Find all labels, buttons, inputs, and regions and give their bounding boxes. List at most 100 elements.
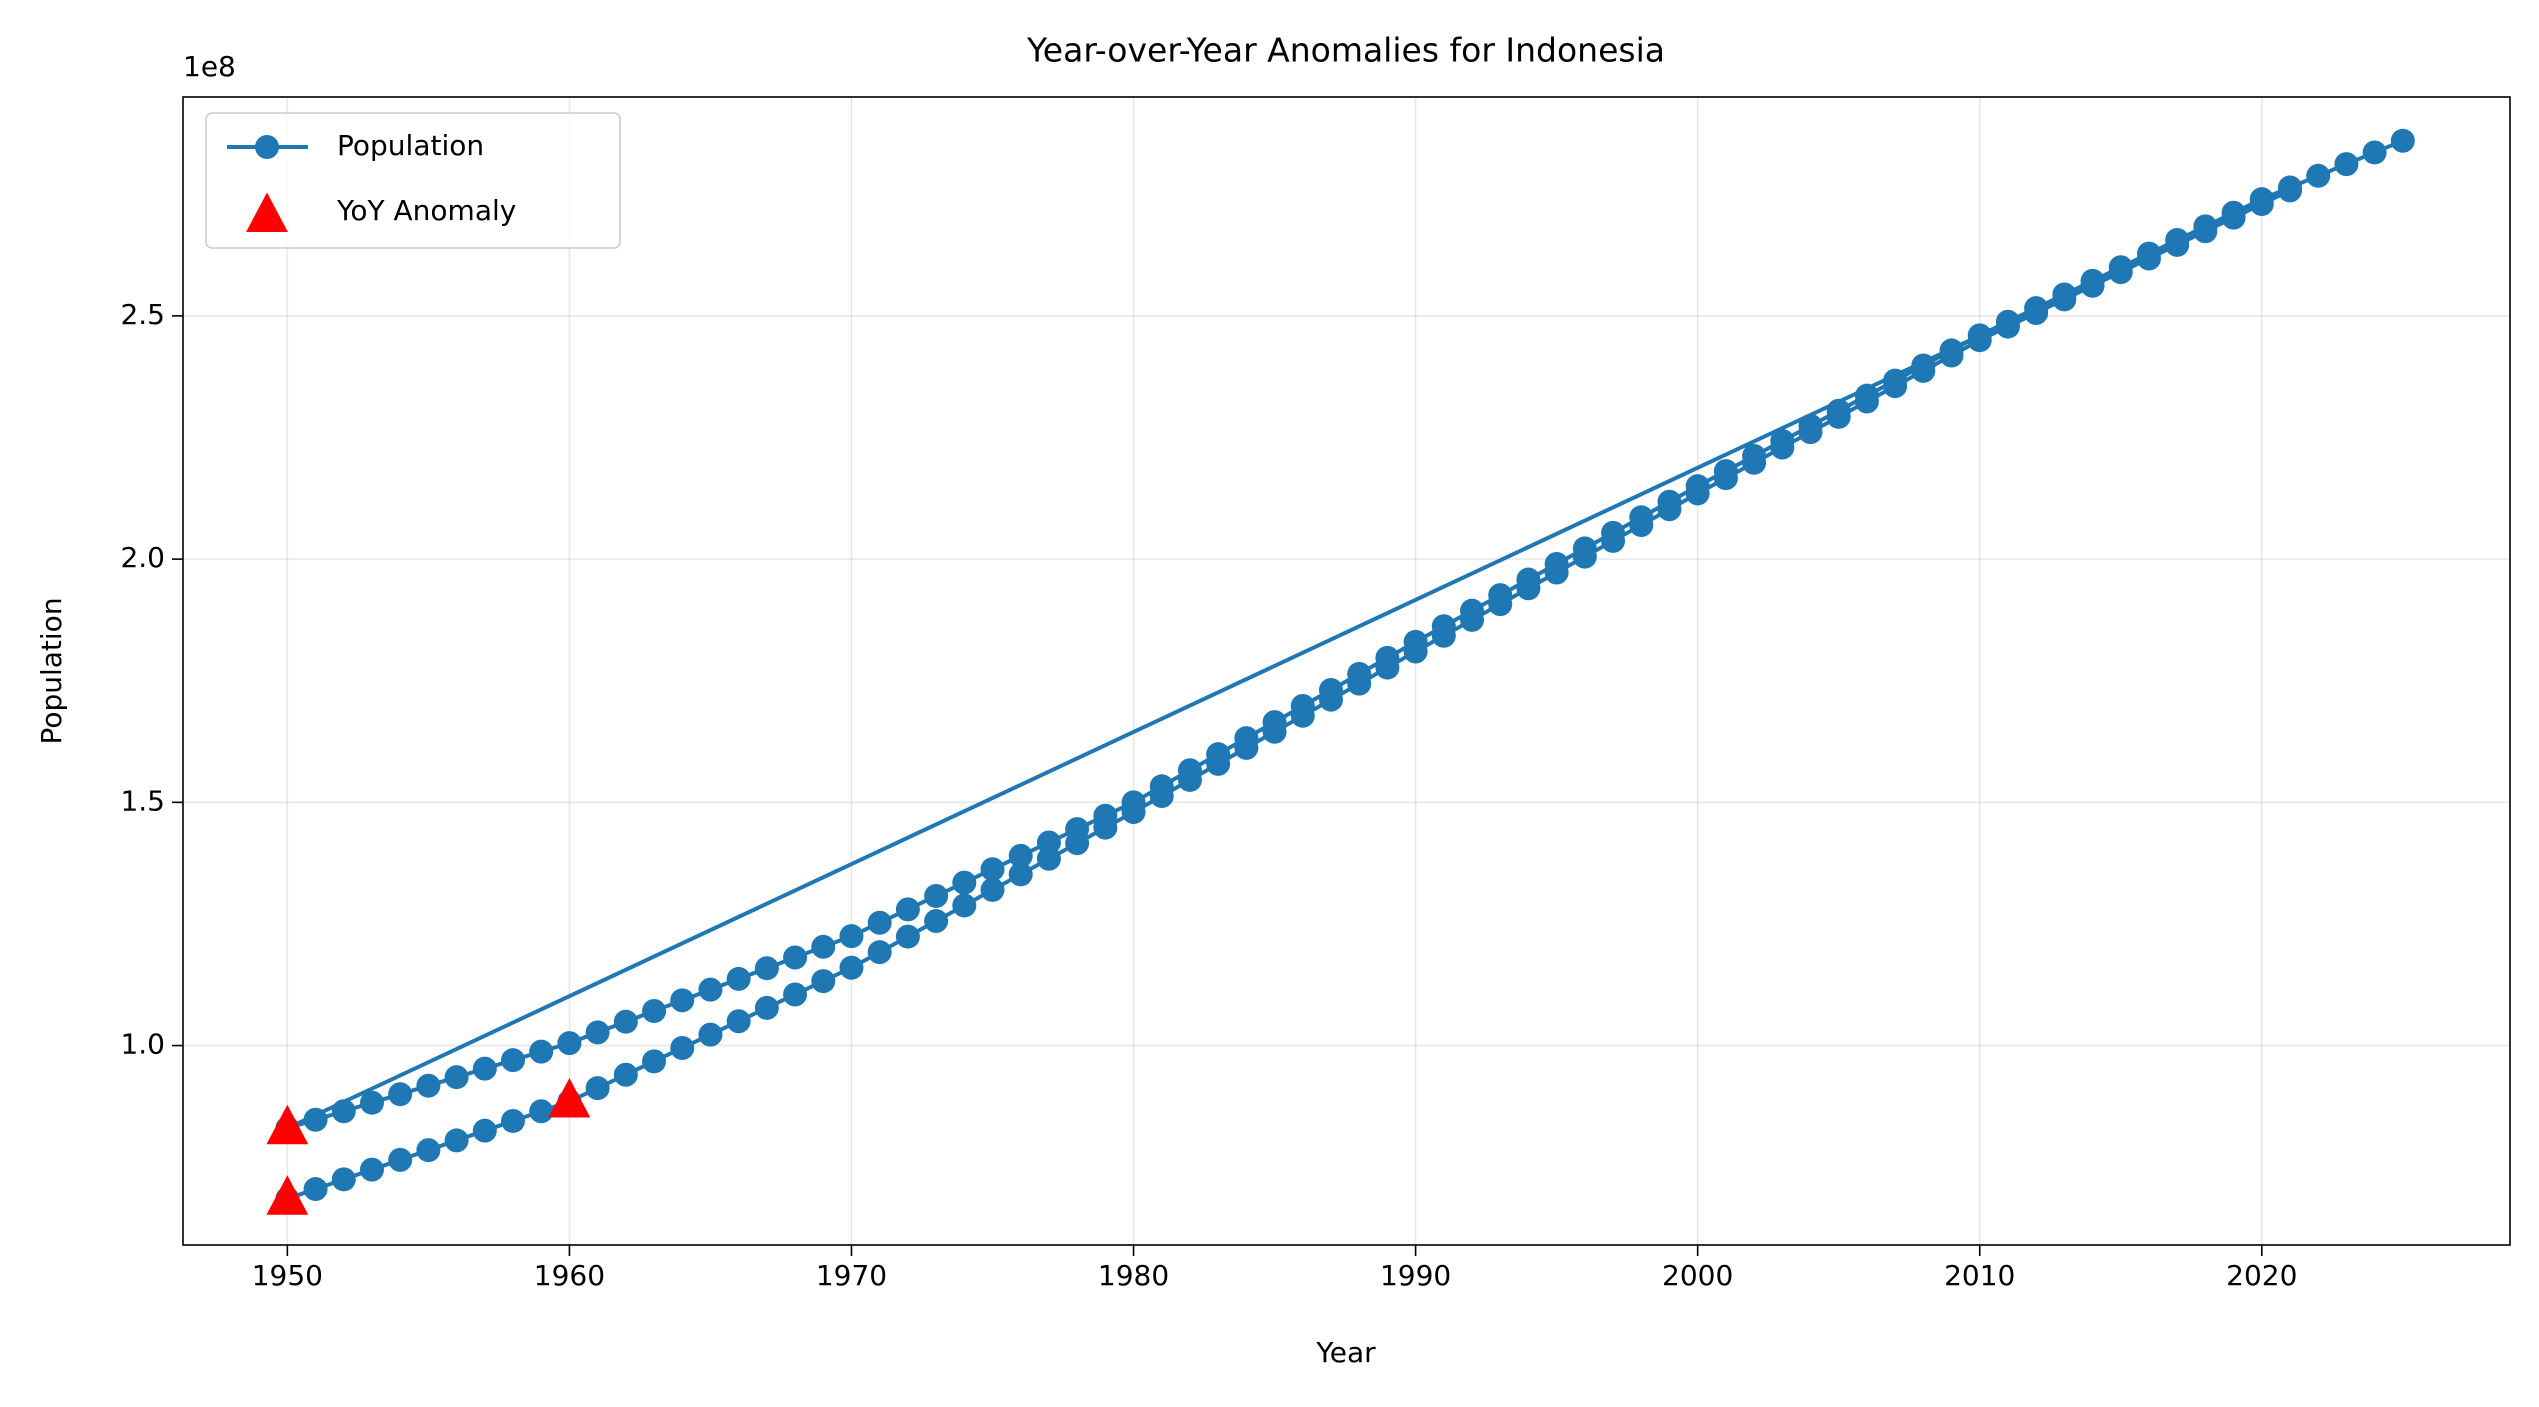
line-point (1460, 598, 1485, 623)
chart-title: Year-over-Year Anomalies for Indonesia (1026, 31, 1665, 70)
line-point (754, 995, 779, 1020)
line-point (811, 934, 836, 959)
line-point (557, 1031, 582, 1056)
anomaly-marker (266, 1104, 309, 1145)
line-point (2390, 128, 2415, 153)
line-point (1121, 790, 1146, 815)
line-point (1572, 536, 1597, 561)
line-point (1657, 489, 1682, 514)
line-point (698, 977, 723, 1002)
line-point (642, 999, 667, 1024)
line-point (2024, 296, 2049, 321)
x-tick-label: 2010 (1944, 1259, 2015, 1292)
line-point (303, 1107, 328, 1132)
line-point (1234, 726, 1259, 751)
line-point (1826, 398, 1851, 423)
line-point (472, 1056, 497, 1081)
line-point (1516, 567, 1541, 592)
line-point (2249, 187, 2274, 212)
line-point (1177, 758, 1202, 783)
line-point (1431, 614, 1456, 639)
line-point (2221, 200, 2246, 225)
line-point (924, 909, 949, 934)
line-point (1008, 843, 1033, 868)
line-point (1995, 309, 2020, 334)
line-point (444, 1065, 469, 1090)
line-point (867, 910, 892, 935)
y-offset-label: 1e8 (183, 50, 236, 83)
line-point (1601, 520, 1626, 545)
x-tick-label: 1960 (534, 1259, 605, 1292)
legend: Population YoY Anomaly (205, 112, 621, 249)
line-point (444, 1128, 469, 1153)
line-point (1713, 459, 1738, 484)
line-point (501, 1108, 526, 1133)
line-point (1318, 677, 1343, 702)
line-point (331, 1167, 356, 1192)
line-point (1770, 428, 1795, 453)
x-tick-label: 1990 (1380, 1259, 1451, 1292)
line-point (698, 1022, 723, 1047)
line-point (1939, 338, 1964, 363)
line-point (1629, 505, 1654, 530)
plot-frame (182, 96, 2511, 1246)
line-point (895, 897, 920, 922)
line-point (529, 1039, 554, 1064)
line-point (642, 1049, 667, 1074)
line-point (1883, 368, 1908, 393)
line-point (2193, 214, 2218, 239)
line-point (726, 966, 751, 991)
line-point (811, 969, 836, 994)
line-point (501, 1048, 526, 1073)
legend-marker (255, 135, 279, 159)
line-point (895, 924, 920, 949)
line-point (1036, 830, 1061, 855)
line-point (359, 1090, 384, 1115)
line-point (613, 1062, 638, 1087)
line-point (1149, 774, 1174, 799)
line-point (1742, 443, 1767, 468)
line-point (952, 893, 977, 918)
legend-label: YoY Anomaly (336, 194, 516, 227)
line-point (1798, 413, 1823, 438)
line-point (980, 877, 1005, 902)
line-point (388, 1147, 413, 1172)
line-point (1544, 551, 1569, 576)
line-point (839, 924, 864, 949)
x-axis-label: Year (1315, 1336, 1376, 1369)
line-point (1967, 323, 1992, 348)
line-point (388, 1082, 413, 1107)
line-point (2306, 163, 2331, 188)
line-point (472, 1118, 497, 1143)
line-point (924, 883, 949, 908)
x-tick-label: 2000 (1662, 1259, 1733, 1292)
line-point (585, 1020, 610, 1045)
line-point (670, 988, 695, 1013)
x-tick-label: 1980 (1098, 1259, 1169, 1292)
line-point (1347, 661, 1372, 686)
line-point (839, 955, 864, 980)
line-point (726, 1009, 751, 1034)
y-tick-label: 1.5 (120, 784, 165, 817)
line-point (2080, 268, 2105, 293)
line-point (1854, 383, 1879, 408)
line-point (359, 1157, 384, 1182)
line-point (1911, 353, 1936, 378)
line-point (2277, 175, 2302, 200)
x-tick-label: 1970 (816, 1259, 887, 1292)
x-tick-label: 2020 (2226, 1259, 2297, 1292)
line-point (303, 1177, 328, 1202)
legend-label: Population (337, 129, 484, 162)
line-point (529, 1099, 554, 1124)
legend-frame (205, 112, 621, 249)
y-tick-label: 2.5 (120, 298, 165, 331)
line-point (1065, 817, 1090, 842)
line-point (2362, 140, 2387, 165)
y-tick-label: 2.0 (120, 541, 165, 574)
line-point (670, 1035, 695, 1060)
line-point (1375, 645, 1400, 670)
line-point (1290, 694, 1315, 719)
line-point (952, 870, 977, 895)
y-axis-label: Population (35, 597, 68, 744)
